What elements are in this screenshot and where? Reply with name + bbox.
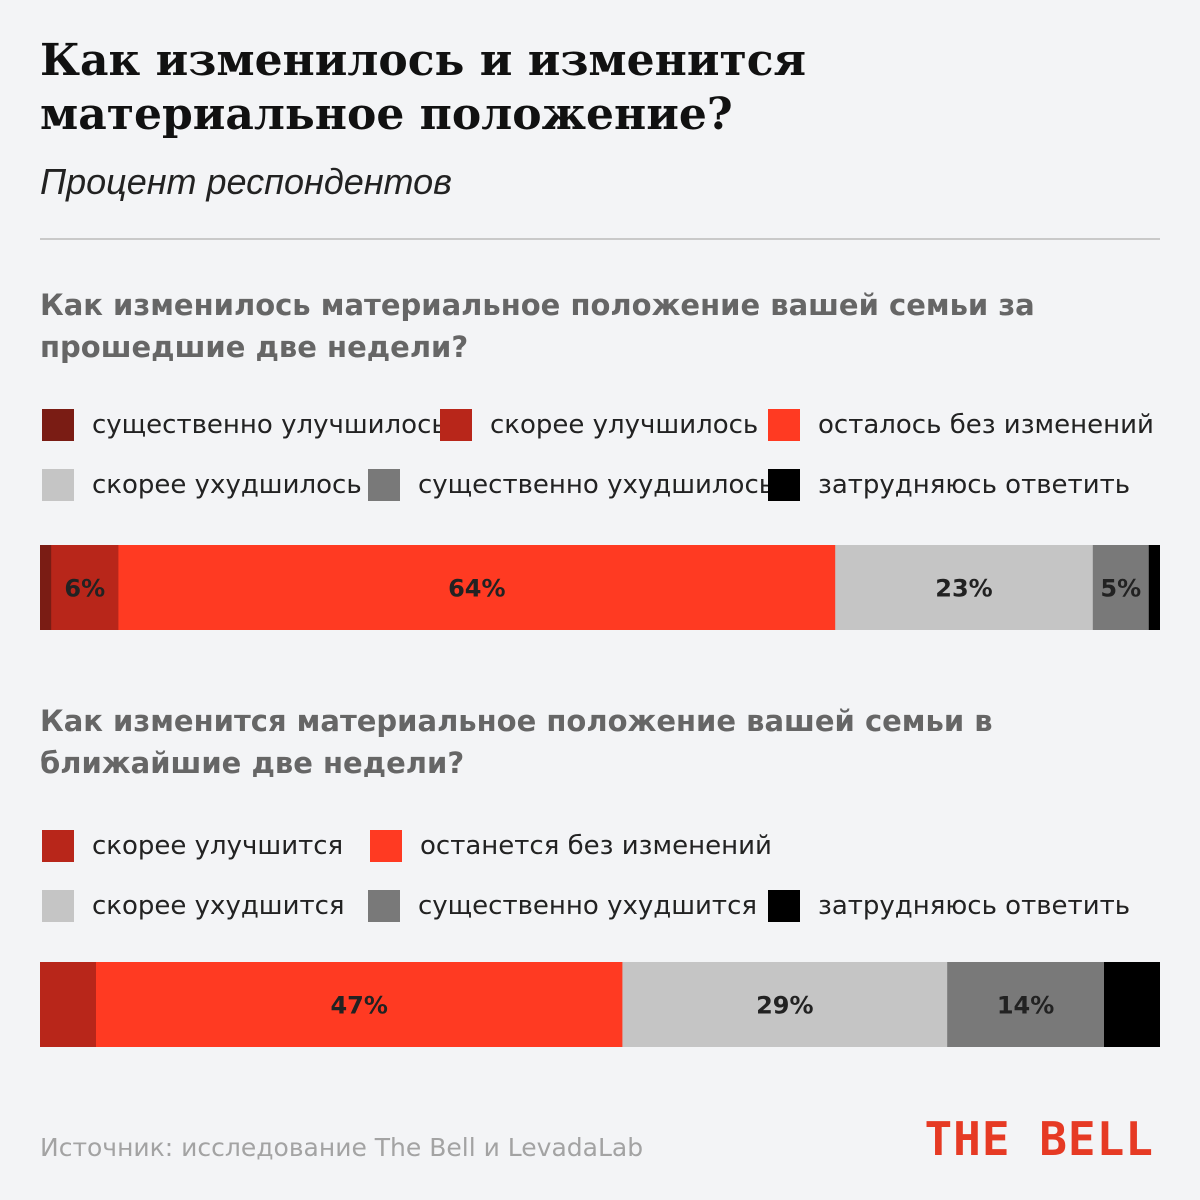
bar-value-label: 29% — [756, 992, 813, 1020]
legend-item: скорее улучшится — [42, 829, 343, 863]
legend-label: существенно ухудшилось — [418, 470, 775, 500]
legend-label: скорее ухудшится — [92, 891, 345, 921]
page-subtitle: Процент респондентов — [40, 161, 452, 202]
bar-value-label: 6% — [64, 575, 105, 603]
legend-label: скорее улучшилось — [490, 410, 759, 440]
bar-segment — [51, 545, 119, 630]
legend-item: существенно ухудшилось — [368, 468, 774, 502]
bar-value-label: 47% — [330, 992, 387, 1020]
legend-swatch — [370, 830, 402, 862]
bar-segment — [40, 962, 97, 1047]
bar-value-label: 64% — [448, 575, 505, 603]
legend-item: осталось без изменений — [768, 408, 1154, 442]
legend-swatch — [42, 890, 74, 922]
stacked-bar-future: 47% 29% 14% — [40, 962, 1160, 1047]
divider — [40, 238, 1160, 240]
legend-label: затрудняюсь ответить — [818, 891, 1131, 921]
bar-segment — [835, 545, 1094, 630]
legend-swatch — [42, 409, 74, 441]
stacked-bar-past: 6% 64% 23% 5% — [40, 545, 1160, 630]
bar-value-label: 23% — [935, 575, 992, 603]
legend-label: существенно улучшилось — [92, 410, 447, 440]
legend-swatch — [768, 409, 800, 441]
legend-swatch — [42, 830, 74, 862]
legend-item: затрудняюсь ответить — [768, 889, 1130, 923]
legend-item: останется без изменений — [370, 829, 772, 863]
legend-label: скорее ухудшилось — [92, 470, 362, 500]
legend-item: скорее ухудшилось — [42, 468, 362, 502]
legend-item: скорее улучшилось — [440, 408, 758, 442]
legend-swatch — [368, 890, 400, 922]
legend-label: скорее улучшится — [92, 831, 344, 861]
legend-swatch — [768, 469, 800, 501]
legend-label: останется без изменений — [420, 831, 772, 861]
legend-swatch — [368, 469, 400, 501]
bar-segment — [118, 545, 836, 630]
legend-swatch — [768, 890, 800, 922]
source-note: Источник: исследование The Bell и Levada… — [40, 1133, 644, 1162]
question-past: Как изменилось материальное положение ва… — [40, 288, 1035, 364]
bar-segment — [1104, 962, 1160, 1047]
legend-swatch — [42, 469, 74, 501]
bar-segment — [96, 962, 623, 1047]
legend-item: затрудняюсь ответить — [768, 468, 1130, 502]
legend-label: осталось без изменений — [818, 410, 1154, 440]
bar-value-label: 5% — [1100, 575, 1141, 603]
brand-logo: THE BELL — [924, 1112, 1154, 1166]
bar-value-label: 14% — [997, 992, 1054, 1020]
legend-item: существенно улучшилось — [42, 408, 447, 442]
legend-label: затрудняюсь ответить — [818, 470, 1131, 500]
bar-segment — [947, 962, 1105, 1047]
page-title: Как изменилось и изменится материальное … — [40, 35, 807, 140]
question-future: Как изменится материальное положение ваш… — [40, 704, 993, 780]
bar-segment — [1092, 545, 1150, 630]
bar-segment — [622, 962, 948, 1047]
legend-item: скорее ухудшится — [42, 889, 345, 923]
legend-swatch — [440, 409, 472, 441]
bar-segment — [40, 545, 52, 630]
bar-segment — [1148, 545, 1160, 630]
legend-label: существенно ухудшится — [418, 891, 758, 921]
legend-item: существенно ухудшится — [368, 889, 757, 923]
